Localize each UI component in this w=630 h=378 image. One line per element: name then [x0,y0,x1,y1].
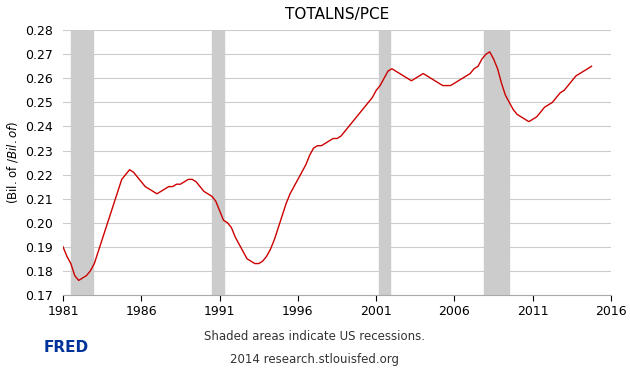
Text: FRED: FRED [44,339,89,355]
Bar [71,30,93,295]
Bar [484,30,509,295]
Text: 2014 research.stlouisfed.org: 2014 research.stlouisfed.org [231,353,399,366]
Bar [379,30,391,295]
Title: TOTALNS/PCE: TOTALNS/PCE [285,7,389,22]
Y-axis label: (Bil. of $/Bil. of $): (Bil. of $/Bil. of $) [5,121,20,204]
Bar [212,30,224,295]
Text: Shaded areas indicate US recessions.: Shaded areas indicate US recessions. [205,330,425,343]
